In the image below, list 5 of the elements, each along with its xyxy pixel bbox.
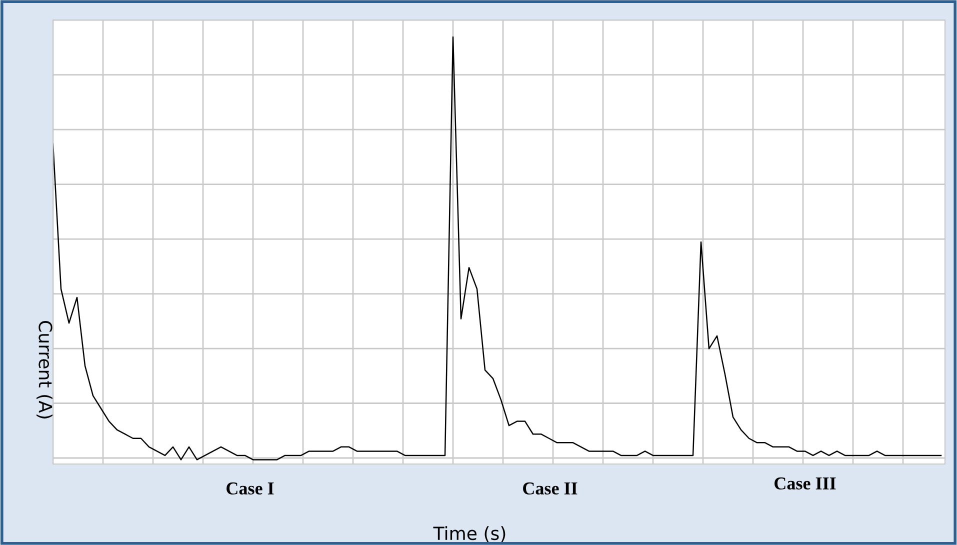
- text: Case I: [226, 482, 274, 495]
- text: Case III: [774, 477, 836, 490]
- y-axis-title: Current (A): [36, 321, 53, 418]
- text: Case II: [523, 482, 578, 495]
- x-axis-title: Time (s): [433, 526, 506, 542]
